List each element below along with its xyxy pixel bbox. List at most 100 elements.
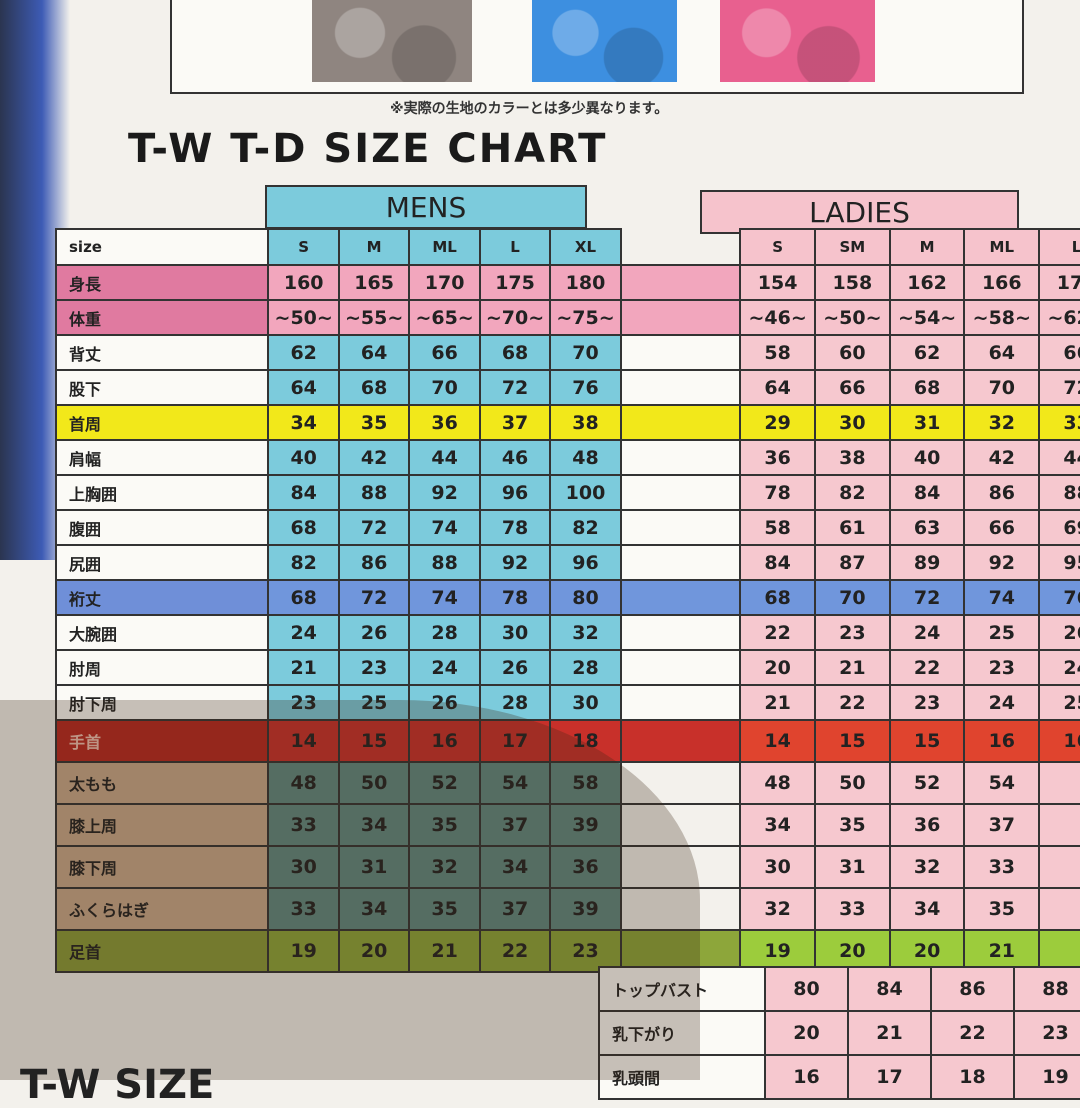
mens-value-cell: 35 (408, 803, 481, 847)
mens-value-cell: 24 (267, 614, 340, 651)
mens-value-cell: 21 (408, 929, 481, 973)
mens-value-cell: 33 (267, 887, 340, 931)
mens-value-cell: 96 (549, 544, 622, 581)
mens-size-header: L (478, 228, 552, 266)
ladies-value-cell: 76 (1038, 579, 1080, 616)
mens-value-cell: ~75~ (549, 299, 622, 336)
ladies-value-cell: 19 (1013, 1054, 1080, 1100)
table-row: 肩幅40424446483638404244 (54, 439, 1080, 476)
ladies-value-cell: 61 (814, 509, 891, 546)
mens-value-cell: 46 (478, 439, 552, 476)
ladies-value-cell: 32 (963, 404, 1041, 441)
mens-value-cell: 78 (478, 509, 552, 546)
row-label: ふくらはぎ (54, 887, 270, 931)
ladies-value-cell: 31 (814, 845, 891, 889)
mens-value-cell: 14 (267, 719, 340, 763)
row-label: 乳下がり (598, 1010, 766, 1056)
row-label: 体重 (54, 299, 270, 336)
gap-cell (619, 761, 742, 805)
mens-value-cell: ~55~ (337, 299, 411, 336)
row-label: 裄丈 (54, 579, 270, 616)
ladies-value-cell: 38 (814, 439, 891, 476)
ladies-value-cell: 70 (814, 579, 891, 616)
mens-value-cell: 58 (549, 761, 622, 805)
page-title: T-W T-D SIZE CHART (128, 126, 608, 172)
ladies-value-cell: 74 (963, 579, 1041, 616)
row-label: 尻囲 (54, 544, 270, 581)
ladies-value-cell: 21 (963, 929, 1041, 973)
ladies-value-cell: 88 (1013, 966, 1080, 1012)
ladies-value-cell: 22 (814, 684, 891, 721)
mens-value-cell: 68 (267, 579, 340, 616)
ladies-value-cell: 36 (739, 439, 816, 476)
mens-value-cell: 50 (337, 761, 411, 805)
table-row: 股下64687072766466687072 (54, 369, 1080, 406)
ladies-value-cell: 17 (847, 1054, 932, 1100)
gap-cell (619, 439, 742, 476)
mens-value-cell: 74 (408, 579, 481, 616)
table-row: 上胸囲848892961007882848688 (54, 474, 1080, 511)
mens-value-cell: 66 (408, 334, 481, 371)
mens-value-cell: 23 (337, 649, 411, 686)
ladies-value-cell: 22 (739, 614, 816, 651)
mens-value-cell: 18 (549, 719, 622, 763)
mens-value-cell: ~70~ (478, 299, 552, 336)
gap-cell (619, 887, 742, 931)
ladies-value-cell: 31 (888, 404, 966, 441)
ladies-value-cell: 20 (764, 1010, 849, 1056)
ladies-value-cell: 86 (963, 474, 1041, 511)
mens-value-cell: 20 (337, 929, 411, 973)
row-label: 背丈 (54, 334, 270, 371)
ladies-value-cell: 86 (930, 966, 1015, 1012)
mens-value-cell: 68 (478, 334, 552, 371)
ladies-value-cell: 35 (963, 887, 1041, 931)
mens-size-header: XL (549, 228, 622, 266)
mens-value-cell: 68 (267, 509, 340, 546)
row-label: 身長 (54, 264, 270, 301)
mens-value-cell: 70 (549, 334, 622, 371)
mens-value-cell: 96 (478, 474, 552, 511)
table-row: 太もも 48 50 52 54 58 48 50 52 54 (54, 761, 1080, 805)
mens-value-cell: 23 (549, 929, 622, 973)
ladies-value-cell: 87 (814, 544, 891, 581)
ladies-value-cell: 64 (963, 334, 1041, 371)
ladies-value-cell: 69 (1038, 509, 1080, 546)
ladies-value-cell: 21 (739, 684, 816, 721)
fabric-swatches (170, 0, 1024, 94)
gap-cell (619, 369, 742, 406)
ladies-value-cell: 54 (963, 761, 1041, 805)
ladies-size-header: L (1038, 228, 1080, 266)
ladies-header: LADIES (700, 190, 1019, 234)
mens-value-cell: 24 (408, 649, 481, 686)
mens-value-cell: 76 (549, 369, 622, 406)
ladies-value-cell: 26 (1038, 614, 1080, 651)
ladies-value-cell (1038, 887, 1080, 931)
ladies-value-cell: 24 (1038, 649, 1080, 686)
table-row: 肘周21232426282021222324 (54, 649, 1080, 686)
mens-size-header: M (337, 228, 411, 266)
ladies-value-cell: 162 (888, 264, 966, 301)
mens-value-cell: 34 (337, 887, 411, 931)
mens-value-cell: 32 (549, 614, 622, 651)
ladies-value-cell: 66 (963, 509, 1041, 546)
mens-value-cell: 84 (267, 474, 340, 511)
table-row: 裄丈68727478806870727476 (54, 579, 1080, 616)
mens-value-cell: 82 (549, 509, 622, 546)
mens-value-cell: 70 (408, 369, 481, 406)
ladies-value-cell: 68 (739, 579, 816, 616)
ladies-value-cell: 23 (888, 684, 966, 721)
ladies-value-cell: 16 (1038, 719, 1080, 763)
ladies-value-cell: 32 (888, 845, 966, 889)
mens-value-cell: 15 (337, 719, 411, 763)
ladies-value-cell: 25 (1038, 684, 1080, 721)
table-row: 膝上周 33 34 35 37 39 34 35 36 37 (54, 803, 1080, 847)
mens-value-cell: 23 (267, 684, 340, 721)
ladies-value-cell: 32 (739, 887, 816, 931)
mens-value-cell: 35 (337, 404, 411, 441)
mens-value-cell: 52 (408, 761, 481, 805)
swatch-blue-camo (532, 0, 677, 82)
gap-cell (619, 845, 742, 889)
ladies-value-cell: ~50~ (814, 299, 891, 336)
ladies-value-cell: 18 (930, 1054, 1015, 1100)
